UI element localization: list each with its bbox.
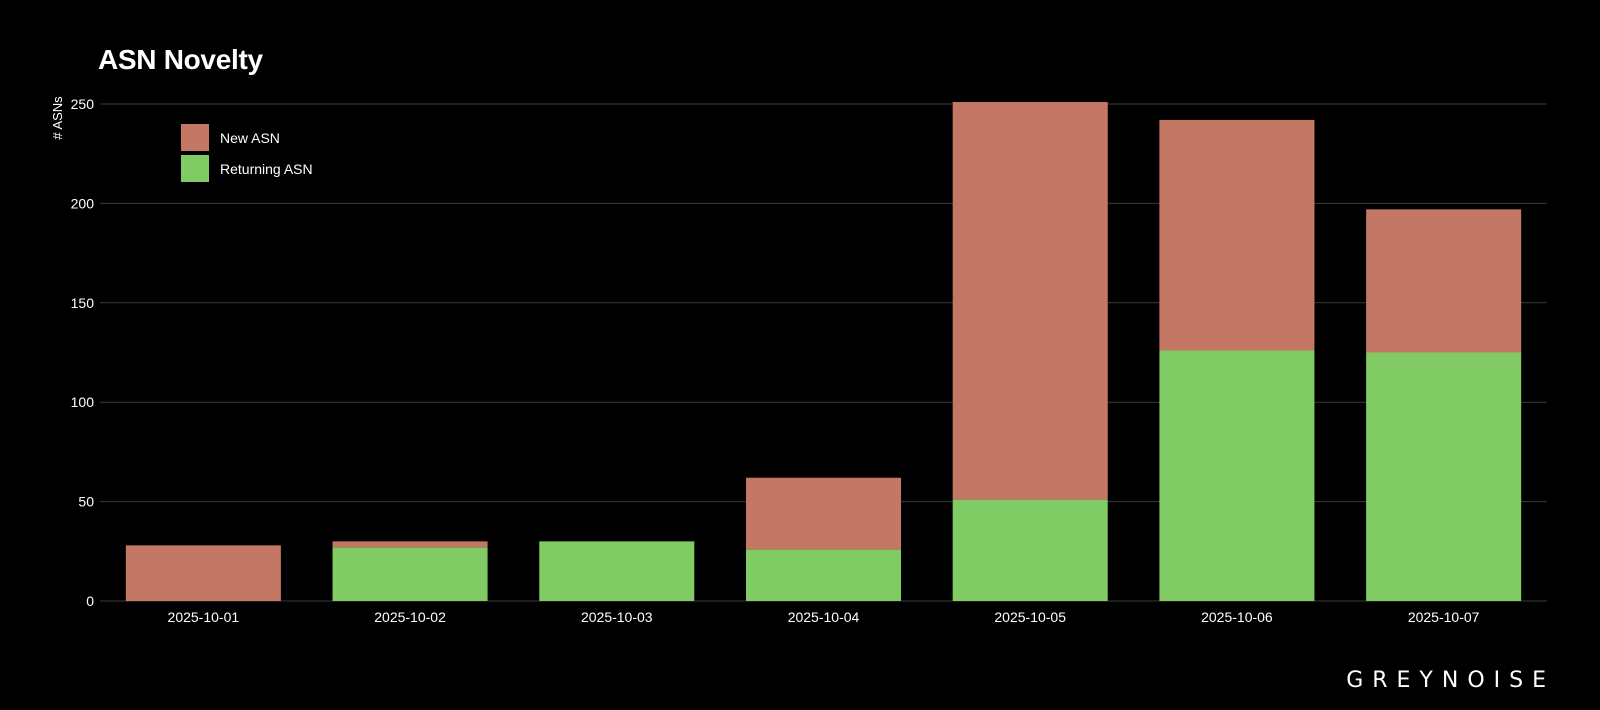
y-ticks: 0 50 100 150 200 250	[71, 96, 95, 609]
bar-new-asn-2025-10-06	[1159, 119, 1315, 351]
y-axis-title: # ASNs	[50, 96, 65, 140]
x-tick-label: 2025-10-03	[581, 609, 653, 625]
bar-returning-asn-2025-10-06	[1159, 350, 1315, 601]
y-tick-label: 100	[71, 394, 95, 410]
y-tick-label: 50	[78, 494, 94, 510]
y-tick-label: 0	[86, 593, 94, 609]
x-tick-label: 2025-10-06	[1201, 609, 1273, 625]
y-tick-label: 150	[71, 295, 95, 311]
x-ticks: 2025-10-01 2025-10-02 2025-10-03 2025-10-04…	[168, 609, 1480, 625]
bar-returning-asn-2025-10-05	[952, 499, 1108, 601]
bar-returning-asn-2025-10-04	[745, 549, 902, 601]
chart-title: ASN Novelty	[98, 44, 263, 75]
bar-returning-asn-2025-10-02	[332, 547, 488, 601]
bar-returning-asn-2025-10-03	[539, 541, 695, 601]
legend: New ASN Returning ASN	[181, 124, 313, 182]
legend-swatch	[181, 155, 209, 182]
bar-new-asn-2025-10-05	[952, 102, 1108, 500]
brand-logo: GREYNOISE	[1346, 668, 1555, 693]
bar-new-asn-2025-10-02	[332, 541, 488, 548]
bars	[125, 102, 1522, 601]
bar-returning-asn-2025-10-07	[1366, 352, 1522, 601]
x-tick-label: 2025-10-01	[168, 609, 240, 625]
legend-label: New ASN	[220, 130, 280, 146]
legend-label: Returning ASN	[220, 161, 313, 177]
x-tick-label: 2025-10-05	[994, 609, 1066, 625]
y-tick-label: 250	[71, 96, 95, 112]
bar-new-asn-2025-10-07	[1366, 209, 1522, 353]
y-tick-label: 200	[71, 195, 95, 211]
x-tick-label: 2025-10-02	[374, 609, 446, 625]
x-tick-label: 2025-10-04	[788, 609, 860, 625]
bar-new-asn-2025-10-04	[745, 477, 902, 550]
x-tick-label: 2025-10-07	[1408, 609, 1480, 625]
legend-swatch	[181, 124, 209, 151]
bar-new-asn-2025-10-01	[125, 545, 281, 601]
